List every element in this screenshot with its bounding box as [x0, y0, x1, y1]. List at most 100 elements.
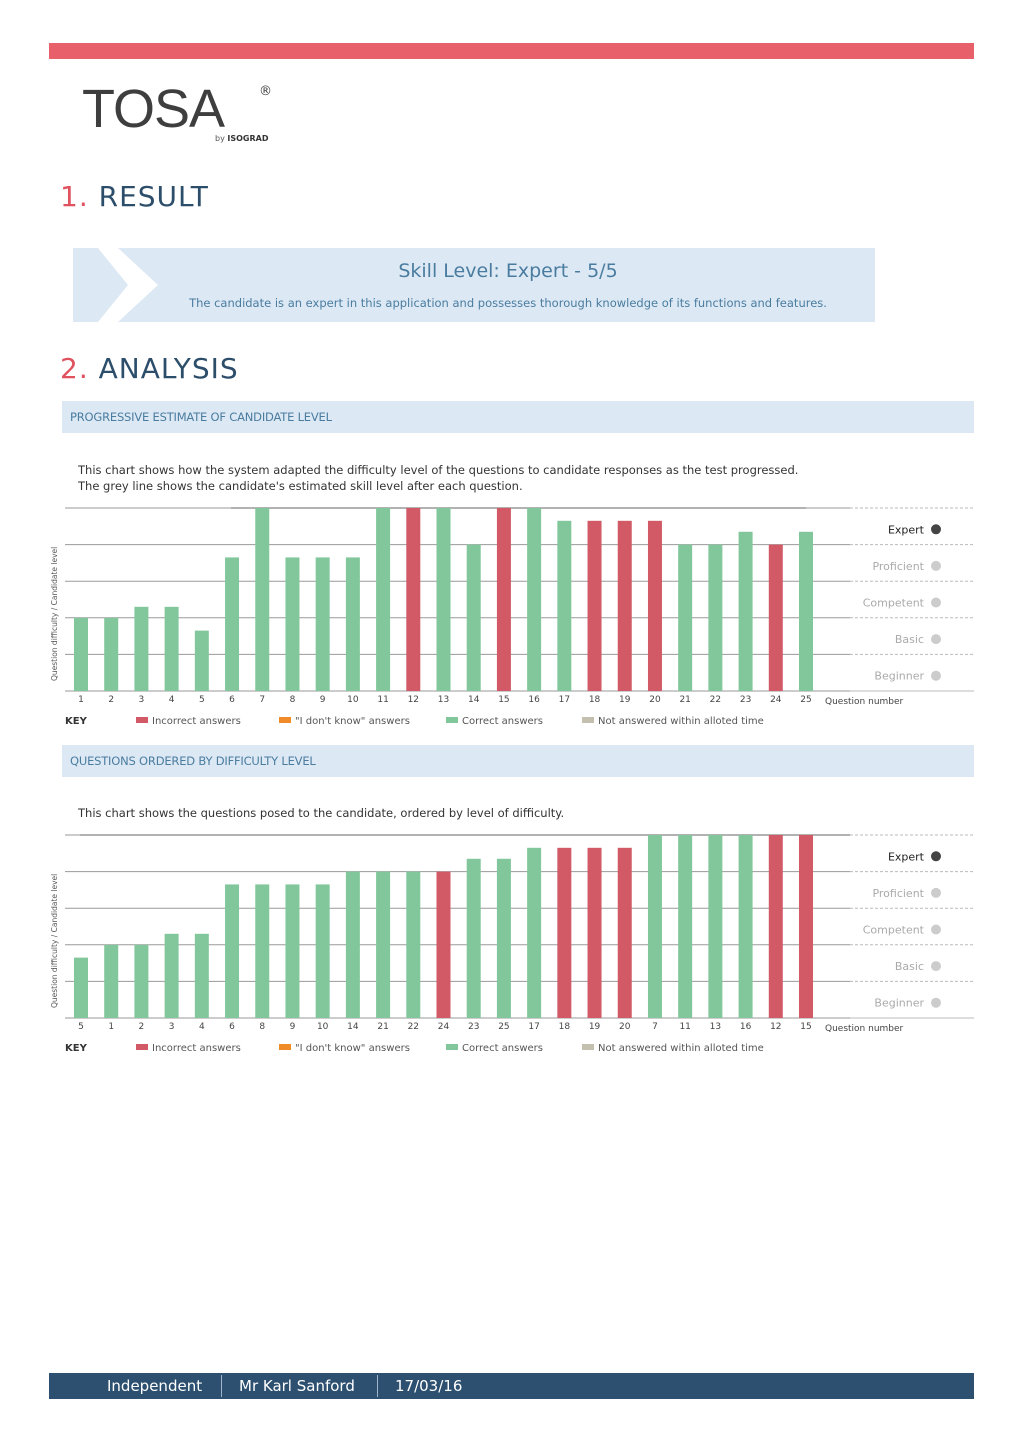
key-text: Not answered within alloted time [598, 1043, 764, 1054]
x-tick-label: 23 [740, 695, 751, 705]
x-tick-label: 7 [652, 1022, 658, 1032]
level-dot-icon [931, 961, 941, 972]
level-label: Expert [888, 850, 925, 863]
x-axis-label: Question number [825, 697, 904, 707]
section-number: 1. [60, 180, 89, 213]
bar [738, 531, 753, 691]
level-dot-icon [931, 997, 941, 1008]
section-title-result: 1. RESULT [60, 180, 209, 213]
x-tick-label: 3 [139, 695, 145, 705]
subheading-text: QUESTIONS ORDERED BY DIFFICULTY LEVEL [70, 754, 316, 768]
bar [617, 520, 632, 691]
x-tick-label: 12 [408, 695, 419, 705]
section-title-analysis: 2. ANALYSIS [60, 352, 239, 385]
section-number: 2. [60, 352, 89, 385]
x-tick-label: 25 [800, 695, 811, 705]
level-label: Competent [863, 597, 925, 610]
x-tick-label: 2 [108, 695, 114, 705]
key-text: Correct answers [462, 1043, 544, 1054]
x-tick-label: 1 [78, 695, 84, 705]
result-box [73, 248, 875, 322]
x-tick-label: 16 [528, 695, 540, 705]
footer-divider [377, 1375, 378, 1397]
x-tick-label: 10 [317, 1022, 329, 1032]
swatch-dont-know [279, 1044, 291, 1050]
bar [527, 847, 542, 1018]
bar [647, 520, 662, 691]
swatch-correct [446, 1044, 458, 1050]
bar [376, 508, 391, 691]
logo-by-text: by [215, 134, 225, 143]
bar [225, 884, 240, 1018]
footer-bar: Independent Mr Karl Sanford 17/03/16 [49, 1373, 974, 1399]
x-tick-label: 2 [139, 1022, 145, 1032]
x-tick-label: 14 [347, 1022, 359, 1032]
key-item-dont-know: "I don't know" answers [279, 1043, 410, 1054]
x-axis-label: Question number [825, 1024, 904, 1034]
bar [496, 508, 511, 691]
swatch-not-answered [582, 1044, 594, 1050]
description-line: The grey line shows the candidate's esti… [78, 479, 523, 493]
level-label: Beginner [874, 670, 924, 683]
x-tick-label: 8 [259, 1022, 265, 1032]
key-text: Incorrect answers [152, 716, 241, 727]
level-label: Expert [888, 523, 925, 536]
x-tick-label: 10 [347, 695, 359, 705]
key-label: KEY [65, 716, 87, 727]
x-tick-label: 13 [710, 1022, 721, 1032]
x-tick-label: 19 [619, 695, 631, 705]
bar [406, 871, 421, 1018]
bar [376, 871, 391, 1018]
x-tick-label: 25 [498, 1022, 509, 1032]
chart-description-ordered: This chart shows the questions posed to … [78, 805, 564, 821]
bar [134, 944, 149, 1018]
swatch-incorrect [136, 717, 148, 723]
swatch-dont-know [279, 717, 291, 723]
bar [194, 933, 209, 1018]
bar [315, 884, 330, 1018]
chart-description-progressive: This chart shows how the system adapted … [78, 462, 798, 494]
y-axis-label: Question difficulty / Candidate level [50, 874, 59, 1008]
bar [678, 835, 693, 1018]
bar [708, 835, 723, 1018]
x-tick-label: 8 [290, 695, 296, 705]
bar [194, 630, 209, 691]
level-label: Competent [863, 924, 925, 937]
x-tick-label: 18 [589, 695, 601, 705]
section-label: RESULT [98, 180, 209, 213]
key-item-incorrect: Incorrect answers [136, 716, 241, 727]
bar [104, 944, 119, 1018]
x-tick-label: 9 [320, 695, 326, 705]
bar [466, 544, 481, 691]
x-tick-label: 6 [229, 1022, 235, 1032]
level-label: Basic [895, 960, 924, 973]
x-tick-label: 20 [619, 1022, 631, 1032]
key-text: "I don't know" answers [295, 1043, 410, 1054]
description-line: This chart shows the questions posed to … [78, 806, 565, 820]
x-tick-label: 4 [199, 1022, 205, 1032]
level-label: Beginner [874, 997, 924, 1010]
y-axis-label: Question difficulty / Candidate level [50, 547, 59, 681]
bar [647, 835, 662, 1018]
chevron-icon [98, 248, 158, 322]
bar [104, 617, 119, 691]
bar [799, 835, 813, 1018]
bar [587, 520, 602, 691]
subheading-text: PROGRESSIVE ESTIMATE OF CANDIDATE LEVEL [70, 410, 332, 424]
x-tick-label: 20 [649, 695, 661, 705]
bar [74, 957, 88, 1018]
bar [164, 606, 179, 691]
key-text: "I don't know" answers [295, 716, 410, 727]
bar [74, 617, 88, 691]
x-tick-label: 3 [169, 1022, 175, 1032]
swatch-correct [446, 717, 458, 723]
level-dot-icon [931, 887, 941, 898]
x-tick-label: 14 [468, 695, 480, 705]
key-item-not-answered: Not answered within alloted time [582, 716, 764, 727]
bar [164, 933, 179, 1018]
bar [436, 508, 451, 691]
key-item-incorrect: Incorrect answers [136, 1043, 241, 1054]
bar [557, 520, 572, 691]
x-tick-label: 1 [108, 1022, 114, 1032]
